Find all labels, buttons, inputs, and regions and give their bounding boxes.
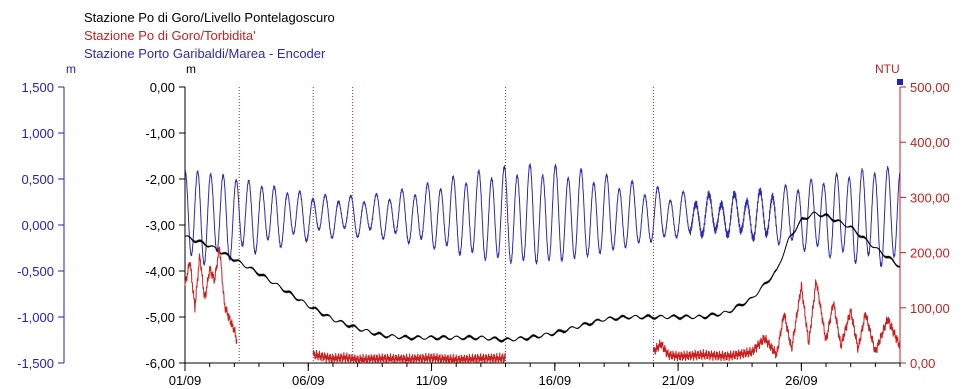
series-line-torbidita-segment	[184, 246, 238, 345]
left-outer-tick-label: -1,000	[17, 310, 54, 325]
left-inner-tick-label: -3,00	[145, 218, 175, 233]
right-tick-label: 500,00	[910, 80, 950, 95]
series-line-marea	[184, 162, 901, 268]
right-axis-unit: NTU	[875, 62, 900, 76]
legend-item-marea: Stazione Porto Garibaldi/Marea - Encoder	[84, 46, 326, 61]
left-outer-tick-label: 1,500	[21, 80, 54, 95]
left-inner-tick-label: -6,00	[145, 356, 175, 371]
series-line-torbidita-segment	[652, 278, 901, 362]
left-outer-tick-label: -1,500	[17, 356, 54, 371]
x-tick-label: 26/09	[785, 373, 818, 388]
x-tick-label: 21/09	[662, 373, 695, 388]
left-inner-tick-label: 0,00	[150, 80, 175, 95]
left-outer-tick-label: 0,500	[21, 172, 54, 187]
series-line-torbidita-segment	[312, 349, 506, 365]
right-tick-label: 200,00	[910, 246, 950, 261]
left-inner-tick-label: -2,00	[145, 172, 175, 187]
x-tick-label: 01/09	[169, 373, 202, 388]
x-tick-label: 11/09	[416, 373, 448, 388]
legend-item-torbidita: Stazione Po di Goro/Torbidita'	[84, 28, 256, 43]
left-outer-tick-label: 0,000	[21, 218, 54, 233]
right-tick-label: 300,00	[910, 190, 950, 205]
blue-marker	[897, 79, 903, 85]
legend-item-livello: Stazione Po di Goro/Livello Pontelagoscu…	[84, 10, 335, 25]
left-inner-axis-unit: m	[186, 62, 196, 76]
left-inner-tick-label: -5,00	[145, 310, 175, 325]
right-tick-label: 0,00	[910, 356, 935, 371]
left-outer-axis-unit: m	[66, 62, 76, 76]
left-inner-tick-label: -4,00	[145, 264, 175, 279]
right-tick-label: 400,00	[910, 135, 950, 150]
x-tick-label: 16/09	[539, 373, 572, 388]
left-outer-tick-label: 1,000	[21, 126, 54, 141]
left-outer-tick-label: -0,500	[17, 264, 54, 279]
left-inner-tick-label: -1,00	[145, 126, 175, 141]
x-tick-label: 06/09	[292, 373, 325, 388]
right-tick-label: 100,00	[910, 301, 950, 316]
series-line-livello	[184, 211, 901, 343]
